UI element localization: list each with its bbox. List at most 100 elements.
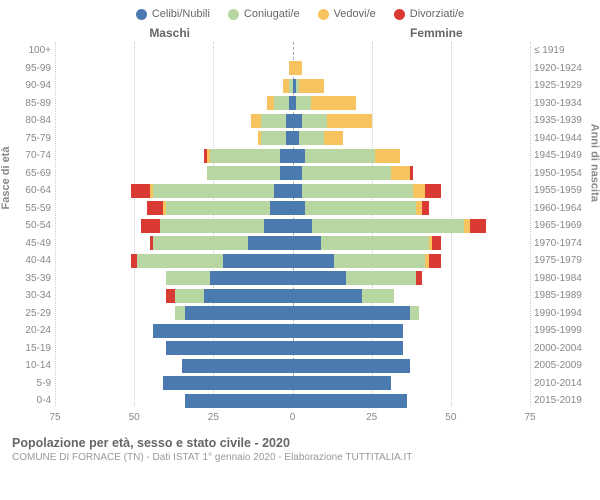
x-ticks: 7550250255075 bbox=[55, 412, 530, 428]
age-label: 20-24 bbox=[10, 325, 55, 336]
seg-widowed bbox=[375, 149, 400, 163]
male-bar bbox=[55, 341, 293, 355]
legend-label: Divorziati/e bbox=[410, 8, 464, 20]
female-bar bbox=[293, 44, 531, 58]
age-label: 30-34 bbox=[10, 290, 55, 301]
bar-area bbox=[55, 254, 530, 268]
age-label: 0-4 bbox=[10, 395, 55, 406]
female-bar bbox=[293, 79, 531, 93]
age-label: 40-44 bbox=[10, 255, 55, 266]
pyramid-row: 65-691950-1954 bbox=[10, 165, 590, 183]
male-label: Maschi bbox=[149, 26, 300, 40]
female-label: Femmine bbox=[300, 26, 463, 40]
male-bar bbox=[55, 236, 293, 250]
legend-item: Coniugati/e bbox=[228, 8, 300, 20]
female-bar bbox=[293, 114, 531, 128]
seg-single bbox=[182, 359, 293, 373]
seg-single bbox=[274, 184, 293, 198]
seg-widowed bbox=[391, 166, 410, 180]
seg-married bbox=[299, 131, 324, 145]
x-tick: 75 bbox=[49, 412, 60, 423]
birth-label: 1955-1959 bbox=[530, 185, 590, 196]
female-bar bbox=[293, 96, 531, 110]
seg-married bbox=[334, 254, 426, 268]
birth-label: 1965-1969 bbox=[530, 220, 590, 231]
bar-area bbox=[55, 96, 530, 110]
legend: Celibi/NubiliConiugati/eVedovi/eDivorzia… bbox=[10, 8, 590, 20]
seg-single bbox=[293, 114, 303, 128]
birth-label: 2015-2019 bbox=[530, 395, 590, 406]
bar-area bbox=[55, 114, 530, 128]
seg-divorced bbox=[432, 236, 442, 250]
male-bar bbox=[55, 61, 293, 75]
seg-single bbox=[185, 394, 293, 408]
x-tick: 50 bbox=[129, 412, 140, 423]
birth-label: 1945-1949 bbox=[530, 150, 590, 161]
seg-married bbox=[346, 271, 416, 285]
seg-married bbox=[137, 254, 223, 268]
pyramid-row: 30-341985-1989 bbox=[10, 287, 590, 305]
male-bar bbox=[55, 219, 293, 233]
female-bar bbox=[293, 184, 531, 198]
age-label: 90-94 bbox=[10, 80, 55, 91]
birth-label: 1940-1944 bbox=[530, 133, 590, 144]
age-label: 10-14 bbox=[10, 360, 55, 371]
bar-area bbox=[55, 149, 530, 163]
seg-married bbox=[261, 131, 286, 145]
seg-single bbox=[293, 166, 303, 180]
seg-single bbox=[293, 254, 334, 268]
seg-single bbox=[264, 219, 293, 233]
seg-single bbox=[223, 254, 293, 268]
seg-widowed bbox=[327, 114, 371, 128]
female-bar bbox=[293, 341, 531, 355]
age-label: 75-79 bbox=[10, 133, 55, 144]
seg-single bbox=[293, 219, 312, 233]
seg-single bbox=[248, 236, 292, 250]
seg-single bbox=[280, 166, 293, 180]
caption: Popolazione per età, sesso e stato civil… bbox=[10, 436, 590, 463]
seg-widowed bbox=[413, 184, 426, 198]
age-label: 55-59 bbox=[10, 203, 55, 214]
pyramid-row: 80-841935-1939 bbox=[10, 112, 590, 130]
seg-widowed bbox=[293, 61, 303, 75]
birth-label: 1960-1964 bbox=[530, 203, 590, 214]
seg-divorced bbox=[416, 271, 422, 285]
female-bar bbox=[293, 201, 531, 215]
birth-label: ≤ 1919 bbox=[530, 45, 590, 56]
x-tick: 50 bbox=[445, 412, 456, 423]
seg-married bbox=[261, 114, 286, 128]
bar-area bbox=[55, 289, 530, 303]
birth-label: 1975-1979 bbox=[530, 255, 590, 266]
age-label: 95-99 bbox=[10, 63, 55, 74]
legend-swatch bbox=[318, 9, 329, 20]
y-axis-right-title: Anni di nascita bbox=[588, 123, 600, 201]
seg-widowed bbox=[311, 96, 355, 110]
birth-label: 1970-1974 bbox=[530, 238, 590, 249]
x-tick: 0 bbox=[290, 412, 296, 423]
plot-area: Fasce di età Anni di nascita 100+≤ 19199… bbox=[10, 42, 590, 428]
seg-single bbox=[293, 184, 303, 198]
seg-widowed bbox=[251, 114, 261, 128]
male-bar bbox=[55, 201, 293, 215]
bar-area bbox=[55, 61, 530, 75]
seg-divorced bbox=[422, 201, 428, 215]
bar-area bbox=[55, 236, 530, 250]
legend-item: Divorziati/e bbox=[394, 8, 464, 20]
seg-married bbox=[302, 184, 413, 198]
bar-area bbox=[55, 131, 530, 145]
bar-area bbox=[55, 394, 530, 408]
legend-label: Vedovi/e bbox=[334, 8, 376, 20]
male-bar bbox=[55, 131, 293, 145]
seg-single bbox=[293, 341, 404, 355]
birth-label: 1980-1984 bbox=[530, 273, 590, 284]
seg-married bbox=[175, 306, 185, 320]
bar-area bbox=[55, 166, 530, 180]
male-bar bbox=[55, 79, 293, 93]
seg-married bbox=[321, 236, 429, 250]
gender-labels: Maschi Femmine bbox=[10, 26, 590, 40]
male-bar bbox=[55, 184, 293, 198]
pyramid-row: 45-491970-1974 bbox=[10, 235, 590, 253]
pyramid-row: 35-391980-1984 bbox=[10, 270, 590, 288]
male-bar bbox=[55, 96, 293, 110]
seg-married bbox=[274, 96, 290, 110]
